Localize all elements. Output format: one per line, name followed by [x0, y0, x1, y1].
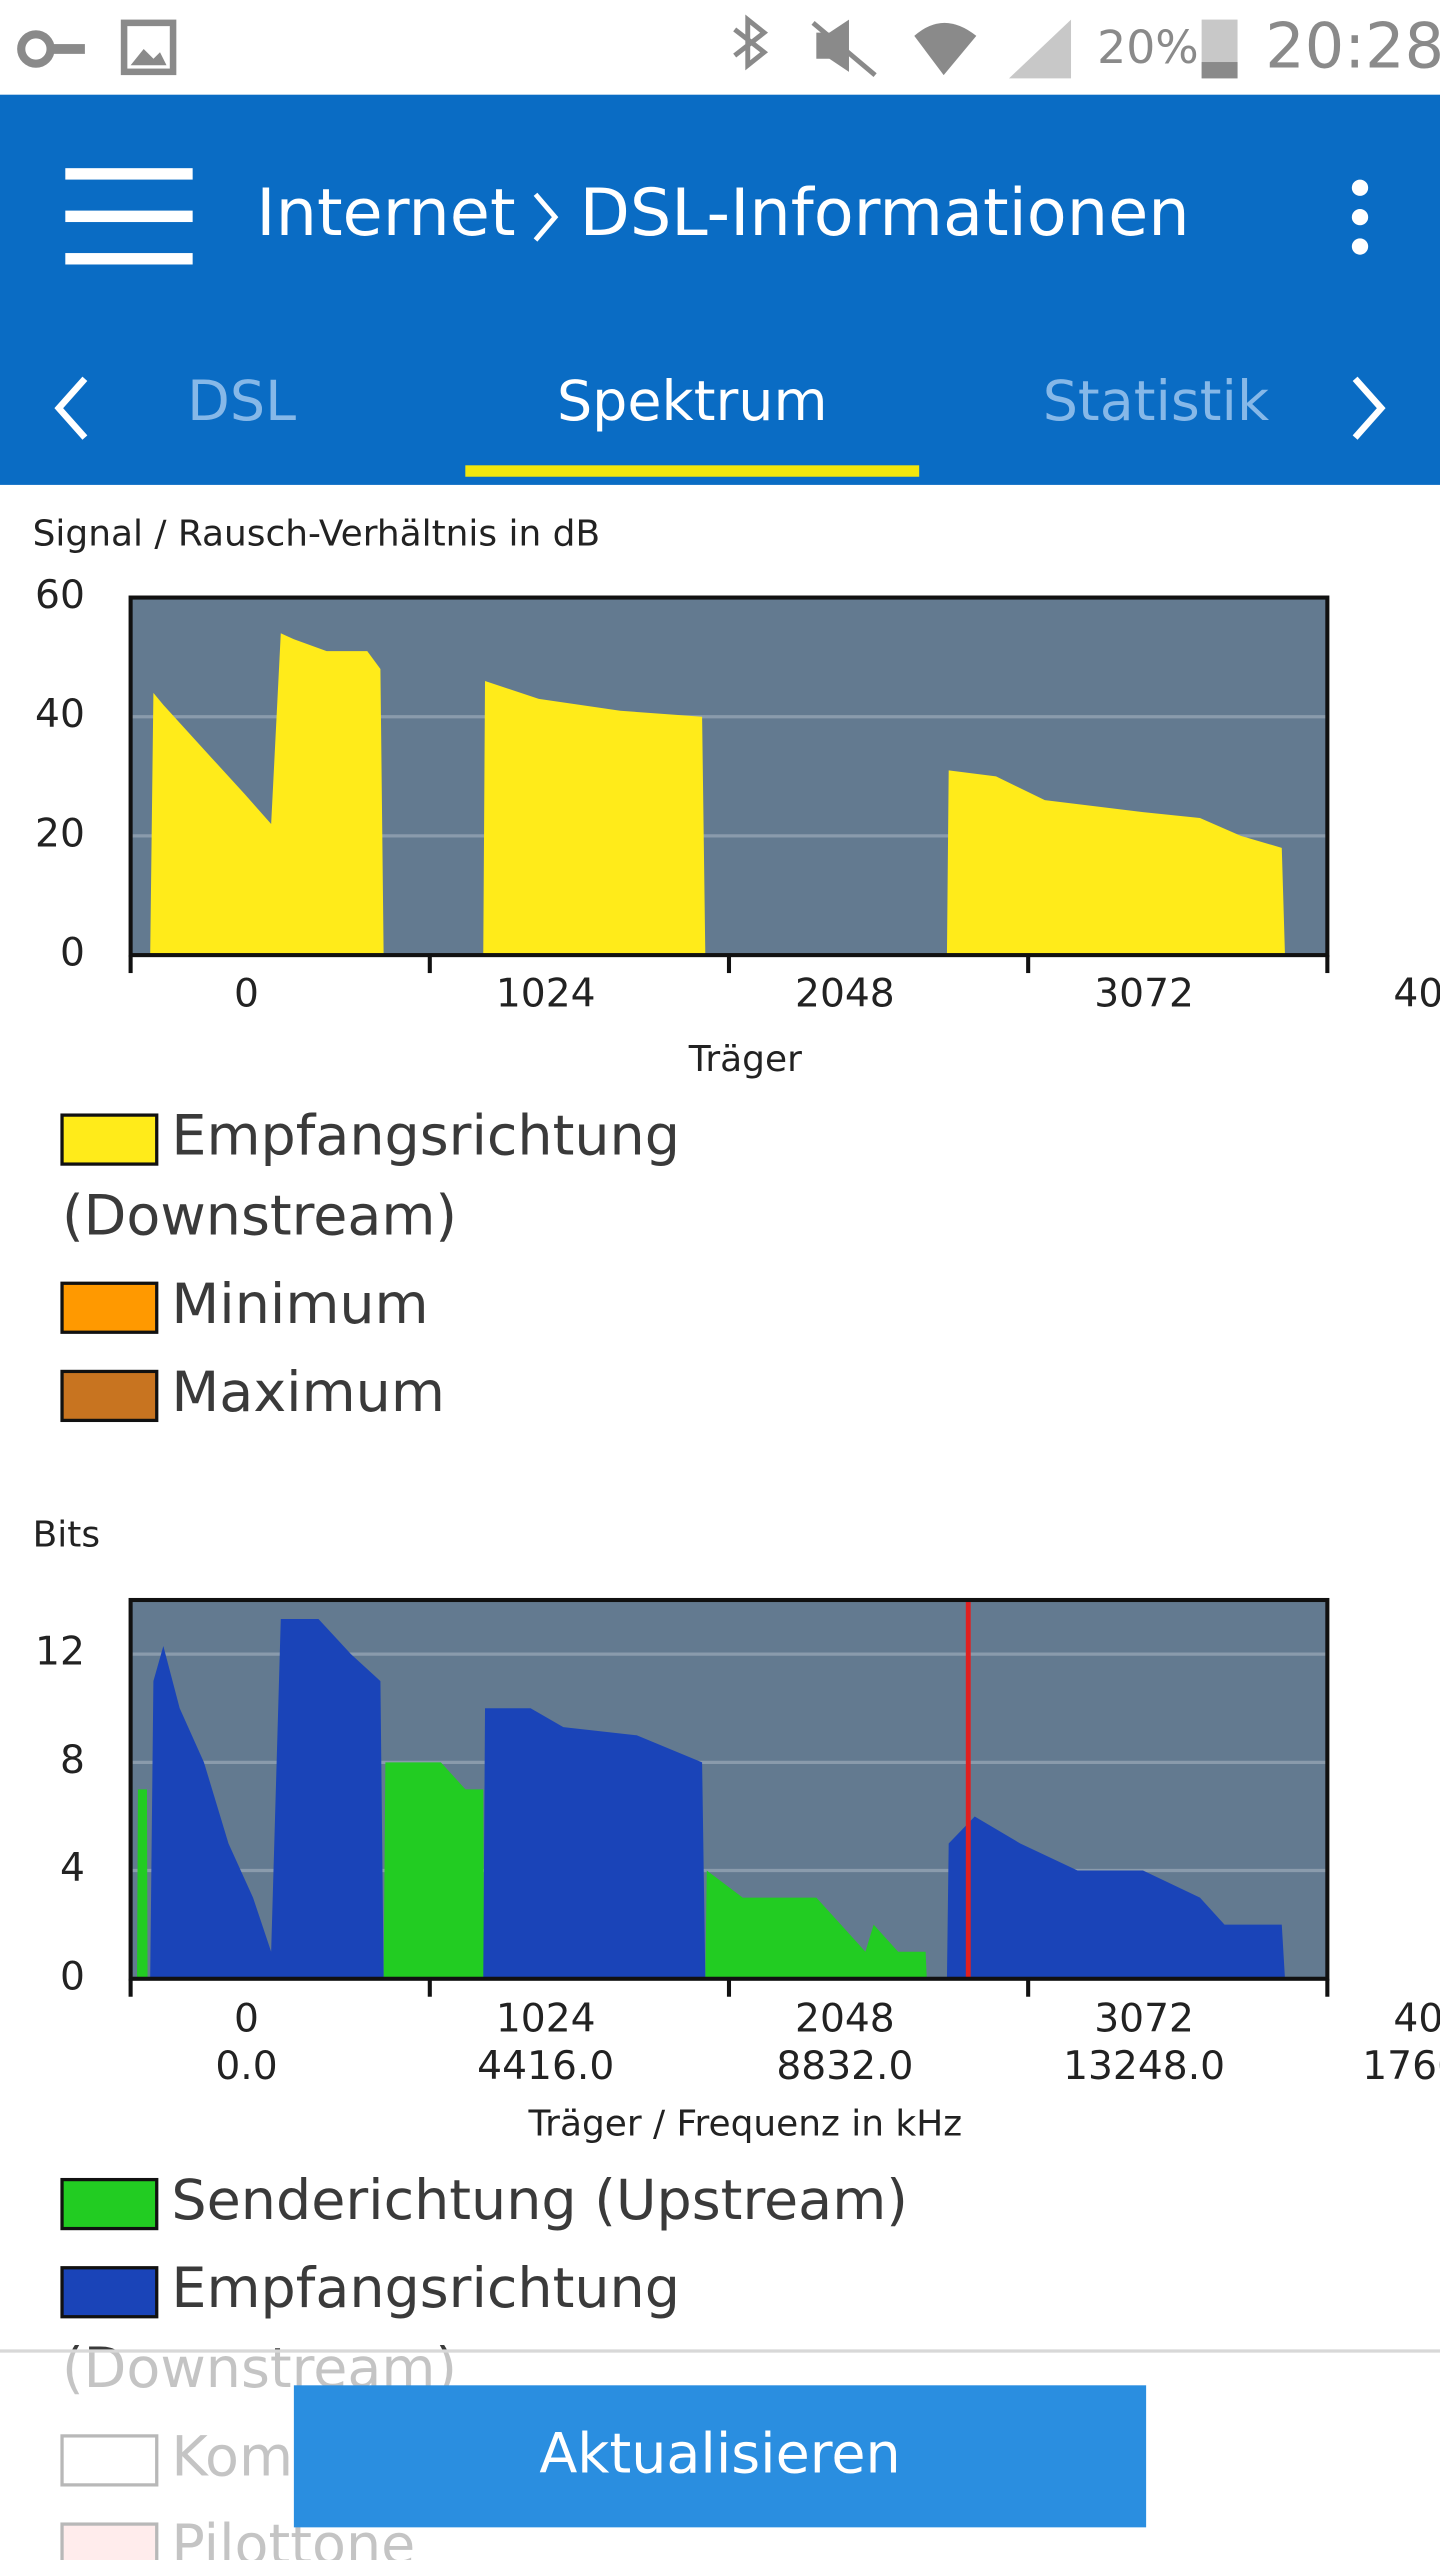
overflow-menu[interactable] — [1351, 179, 1369, 255]
legend-swatch — [60, 1369, 159, 1423]
x-axis-label: Träger / Frequenz in kHz — [528, 2104, 963, 2145]
y-tick-label: 8 — [60, 1738, 85, 1783]
x-axis-label: Träger — [688, 1039, 802, 1080]
y-tick-label: 60 — [35, 573, 85, 618]
tab-prev[interactable] — [54, 376, 88, 440]
y-tick-label: 0 — [60, 1954, 85, 1999]
legend-label: Senderichtung (Upstream) — [171, 2168, 907, 2233]
legend-label: Maximum — [171, 1360, 444, 1425]
legend-label: Minimum — [171, 1272, 428, 1337]
y-tick-label: 4 — [60, 1846, 85, 1891]
x-tick-label: 1024 — [496, 971, 596, 1016]
x-tick-label: 1024 — [496, 1997, 596, 2042]
x2-tick-label: 17664.0 — [1362, 2044, 1440, 2089]
area-series — [137, 1762, 927, 1979]
x-tick-label: 0 — [234, 1997, 259, 2042]
y-tick-label: 40 — [35, 692, 85, 737]
tab[interactable]: Statistik — [1043, 369, 1269, 434]
x2-tick-label: 13248.0 — [1063, 2044, 1225, 2089]
menu-button[interactable] — [65, 168, 193, 265]
x-tick-label: 2048 — [795, 971, 895, 1016]
x-tick-label: 3072 — [1094, 1997, 1194, 2042]
x2-tick-label: 4416.0 — [477, 2044, 614, 2089]
tab[interactable]: DSL — [187, 369, 296, 434]
chart-title: Bits — [33, 1514, 100, 1555]
app-bar — [0, 94, 1440, 485]
area-series — [150, 633, 1285, 956]
legend-swatch — [60, 1281, 159, 1334]
x-tick-label: 2048 — [795, 1997, 895, 2042]
x-tick-label: 4096 — [1393, 971, 1440, 1016]
y-tick-label: 12 — [35, 1630, 85, 1675]
status-bar — [0, 0, 1440, 95]
x-tick-label: 3072 — [1094, 971, 1194, 1016]
legend-label: Empfangsrichtung (Downstream) — [62, 1104, 698, 1249]
x2-tick-label: 0.0 — [215, 2044, 277, 2089]
tab[interactable]: Spektrum — [557, 369, 828, 434]
chart-title: Signal / Rausch-Verhältnis in dB — [33, 514, 600, 555]
legend-swatch — [60, 2177, 159, 2231]
x-tick-label: 0 — [234, 971, 259, 1016]
x2-tick-label: 8832.0 — [776, 2044, 913, 2089]
y-tick-label: 20 — [35, 811, 85, 856]
refresh-button[interactable] — [293, 2385, 1147, 2528]
battery-text: 20% — [1097, 21, 1199, 74]
legend-swatch — [60, 2266, 159, 2319]
legend-swatch — [60, 1113, 159, 1166]
clock: 20:28 — [1265, 10, 1440, 83]
breadcrumb-current: DSL-Informationen — [580, 175, 1190, 251]
breadcrumb-parent: Internet — [256, 175, 515, 251]
area-series — [150, 1618, 1285, 1979]
tab-indicator — [465, 465, 920, 477]
tab-next[interactable] — [1352, 376, 1386, 440]
x-tick-label: 4096 — [1393, 1997, 1440, 2042]
refresh-label: Aktualisieren — [539, 2421, 900, 2486]
breadcrumb-chevron — [533, 192, 559, 242]
y-tick-label: 0 — [60, 931, 85, 976]
